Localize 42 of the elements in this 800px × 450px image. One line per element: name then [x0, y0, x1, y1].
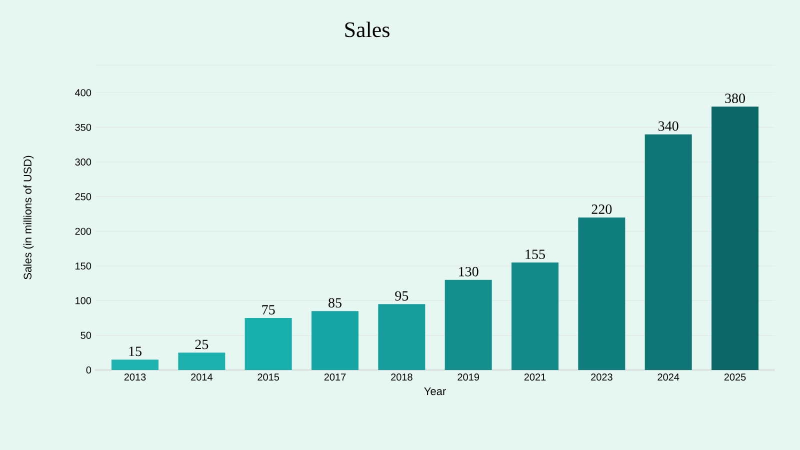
data-label: 25 — [195, 340, 208, 350]
bar — [444, 280, 492, 370]
x-tick-label: 2023 — [591, 374, 612, 381]
x-tick-label: 2025 — [724, 374, 746, 381]
data-label: 85 — [328, 298, 342, 308]
x-tick-label: 2024 — [658, 374, 680, 381]
x-tick-label: 2017 — [324, 374, 346, 381]
data-label: 95 — [395, 291, 408, 301]
x-tick-label: 2015 — [258, 374, 280, 381]
chart-title: Sales — [345, 22, 390, 38]
x-tick-label: 2019 — [458, 374, 479, 381]
y-tick-label: 400 — [75, 89, 92, 96]
bar — [378, 304, 426, 370]
x-tick-label: 2021 — [524, 374, 546, 381]
bar — [178, 352, 226, 370]
data-label: 220 — [592, 204, 612, 214]
y-tick-label: 250 — [75, 193, 92, 200]
data-label: 340 — [658, 121, 678, 131]
x-tick-label: 2014 — [191, 374, 212, 381]
y-axis-title: Sales (in millions of USD) — [23, 156, 34, 280]
bar — [712, 106, 759, 370]
y-tick-label: 50 — [80, 332, 92, 339]
x-tick-label: 2013 — [124, 374, 146, 381]
x-axis-title: Year — [424, 387, 446, 396]
bar — [512, 262, 559, 370]
bar — [112, 360, 159, 370]
y-tick-label: 100 — [76, 297, 92, 304]
y-tick-label: 150 — [76, 262, 92, 270]
data-label: 130 — [459, 266, 478, 276]
bar — [578, 218, 626, 370]
bar — [312, 311, 359, 370]
y-tick-label: 200 — [75, 228, 92, 235]
bar — [644, 134, 692, 370]
x-tick-label: 2018 — [391, 374, 412, 381]
data-label: 155 — [526, 250, 545, 260]
bar — [244, 318, 292, 370]
y-tick-label: 300 — [75, 158, 92, 166]
y-tick-label: 0 — [86, 366, 92, 374]
data-label: 15 — [129, 346, 142, 356]
y-tick-label: 350 — [75, 124, 92, 131]
data-label: 75 — [262, 305, 275, 314]
data-label: 380 — [725, 94, 745, 104]
